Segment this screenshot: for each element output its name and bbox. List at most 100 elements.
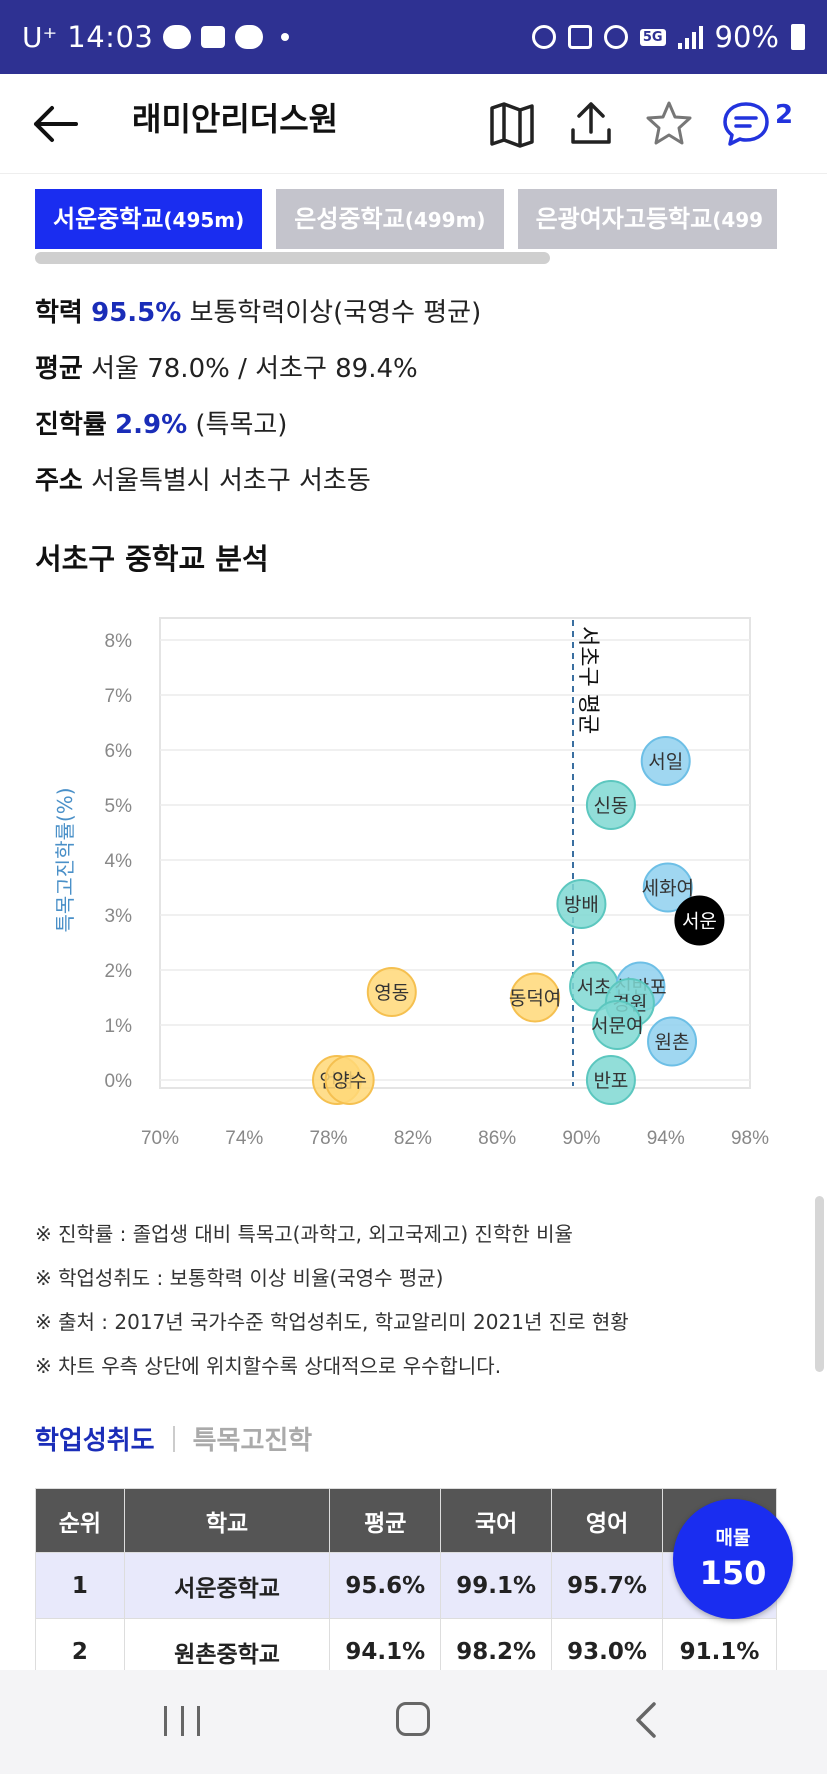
- carrier-label: U⁺: [22, 20, 58, 54]
- page-title: 래미안리더스원: [132, 100, 339, 138]
- notification-dot-icon: [281, 33, 290, 41]
- y-axis-label: 특목고진학률(%): [53, 787, 77, 932]
- info-label: 학력: [35, 298, 83, 328]
- data-point: [366, 967, 417, 1017]
- tab-school-name: 은광여자고등학교: [535, 205, 713, 233]
- toggle-divider: [172, 1425, 175, 1452]
- table-row[interactable]: 1 서운중학교 95.6% 99.1% 95.7%: [35, 1552, 777, 1619]
- advance-desc: (특목고): [195, 410, 288, 440]
- average-value: 서울 78.0% / 서초구 89.4%: [91, 354, 418, 384]
- col-average[interactable]: 평균: [329, 1488, 442, 1553]
- note-source: ※ 출처 : 2017년 국가수준 학업성취도, 학교알리미 2021년 진로 …: [35, 1310, 629, 1334]
- data-point-label: 반포: [593, 1070, 628, 1092]
- y-tick-label: 5%: [105, 796, 133, 817]
- data-point-label: 동덕여: [509, 988, 561, 1010]
- data-point: [592, 1000, 643, 1050]
- data-point: [585, 1055, 636, 1105]
- address-value: 서울특별시 서초구 서초동: [91, 466, 371, 496]
- col-english[interactable]: 영어: [551, 1488, 664, 1553]
- x-tick-label: 94%: [647, 1128, 685, 1149]
- x-tick-label: 86%: [478, 1128, 516, 1149]
- data-point: [585, 780, 636, 830]
- data-point-label: 원촌: [655, 1032, 690, 1054]
- x-tick-label: 98%: [731, 1128, 769, 1149]
- status-time: 14:03: [67, 20, 154, 54]
- system-nav-bar: [0, 1670, 827, 1774]
- info-label: 진학률: [35, 410, 107, 440]
- y-tick-label: 7%: [105, 686, 133, 707]
- reference-line-label: 서초구 평균: [575, 626, 600, 734]
- battery-icon: [791, 24, 805, 50]
- info-label: 평균: [35, 354, 83, 384]
- listings-fab[interactable]: 매물 150: [673, 1499, 793, 1619]
- tab-school-distance: (495m): [163, 208, 245, 232]
- note-advance-rate: ※ 진학률 : 졸업생 대비 특목고(과학고, 외고국제고) 진학한 비율: [35, 1222, 573, 1246]
- share-icon[interactable]: [565, 98, 617, 150]
- cell-average: 95.6%: [329, 1552, 442, 1619]
- toggle-achievement[interactable]: 학업성취도: [35, 1426, 155, 1456]
- gallery-icon: [201, 26, 226, 48]
- data-point: [510, 972, 561, 1023]
- col-korean[interactable]: 국어: [440, 1488, 553, 1553]
- home-icon[interactable]: [396, 1702, 430, 1736]
- data-point-label: 방배: [564, 894, 599, 916]
- ranking-toggle: 학업성취도 특목고진학: [35, 1420, 312, 1457]
- recent-apps-icon[interactable]: [164, 1706, 200, 1736]
- status-bar: U⁺ 14:03 5G 90%: [0, 0, 827, 74]
- y-tick-label: 0%: [105, 1071, 133, 1092]
- x-tick-label: 90%: [562, 1128, 600, 1149]
- section-title: 서초구 중학교 분석: [35, 542, 269, 576]
- y-tick-label: 8%: [105, 631, 133, 652]
- tab-school-3[interactable]: 은광여자고등학교(499: [517, 189, 777, 249]
- achievement-value: 95.5%: [91, 298, 182, 328]
- info-average: 평균 서울 78.0% / 서초구 89.4%: [35, 348, 418, 385]
- talk-icon: [163, 25, 192, 49]
- back-arrow-icon[interactable]: [32, 102, 80, 146]
- data-point-label: 신동: [593, 795, 628, 817]
- map-icon[interactable]: [486, 98, 538, 150]
- data-point: [647, 1016, 698, 1067]
- tab-school-2[interactable]: 은성중학교(499m): [276, 189, 504, 249]
- data-point: [642, 862, 693, 913]
- cell-rank: 1: [35, 1552, 125, 1619]
- data-point-label: 서문여: [591, 1015, 643, 1037]
- data-point-label: 서운: [682, 911, 717, 933]
- message-icon: [235, 25, 264, 49]
- note-achievement: ※ 학업성취도 : 보통학력 이상 비율(국영수 평균): [35, 1266, 444, 1290]
- hotspot-icon: [603, 25, 628, 49]
- achievement-desc: 보통학력이상(국영수 평균): [189, 298, 482, 328]
- advance-value: 2.9%: [115, 410, 188, 440]
- info-address: 주소 서울특별시 서초구 서초동: [35, 460, 371, 497]
- data-point: [556, 879, 607, 929]
- data-point-label: 영동: [374, 982, 409, 1004]
- tab-school-1[interactable]: 서운중학교(495m): [35, 189, 263, 249]
- tabs-scrollbar[interactable]: [35, 252, 550, 264]
- mute-icon: [567, 25, 592, 49]
- cell-english: 95.7%: [551, 1552, 664, 1619]
- data-point: [640, 736, 691, 786]
- star-icon[interactable]: [643, 98, 695, 150]
- x-axis-label: 학업성취도: [409, 1179, 501, 1180]
- y-tick-label: 1%: [105, 1016, 133, 1037]
- y-tick-label: 2%: [105, 961, 133, 982]
- data-point-label: 서일: [648, 751, 683, 773]
- comment-icon[interactable]: [720, 98, 772, 150]
- fab-count: 150: [699, 1554, 767, 1592]
- tab-school-distance: (499: [712, 208, 764, 232]
- data-point: [324, 1055, 375, 1105]
- school-tabs: 서운중학교(495m) 은성중학교(499m) 은광여자고등학교(499: [35, 189, 777, 249]
- scatter-chart: 0% 1% 2% 3% 4% 5% 6% 7% 8% 70% 74% 78% 82% 86% 90% 94% 9…: [53, 617, 769, 1180]
- ranking-table: 순위 학교 평균 국어 영어 1 서운중학교 95.6% 99.1% 95.7%…: [35, 1488, 777, 1685]
- tab-school-distance: (499m): [404, 208, 486, 232]
- nav-back-icon[interactable]: [630, 1700, 662, 1740]
- col-rank[interactable]: 순위: [35, 1488, 125, 1553]
- data-point-label: 세화여: [642, 878, 694, 900]
- page-scrollbar[interactable]: [815, 1196, 824, 1372]
- cell-school: 서운중학교: [123, 1552, 331, 1619]
- y-tick-label: 6%: [105, 741, 133, 762]
- col-school[interactable]: 학교: [123, 1488, 331, 1553]
- x-tick-label: 78%: [310, 1128, 348, 1149]
- alarm-icon: [531, 25, 556, 49]
- toggle-advance[interactable]: 특목고진학: [192, 1426, 313, 1456]
- data-point-label: 서초: [577, 977, 612, 999]
